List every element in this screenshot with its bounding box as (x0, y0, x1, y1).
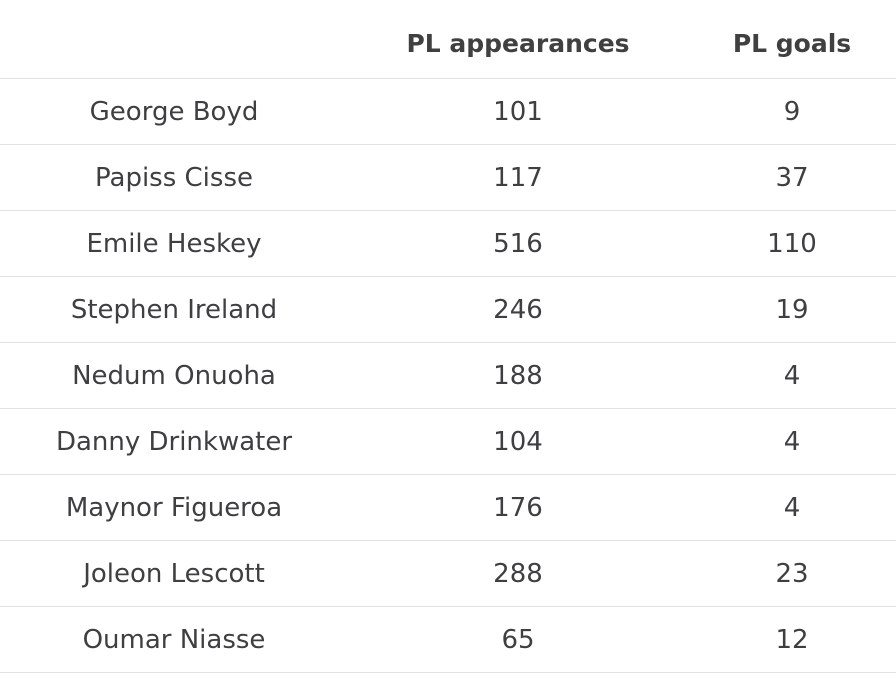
player-name-cell: Danny Drinkwater (55, 426, 293, 457)
header-pl-appearances: PL appearances (406, 28, 630, 58)
header-pl-goals: PL goals (732, 28, 852, 58)
appearances-cell: 101 (493, 96, 543, 127)
appearances-cell: 176 (493, 492, 543, 523)
player-name-cell: Maynor Figueroa (65, 492, 283, 523)
player-name-cell: George Boyd (89, 96, 259, 127)
player-name-cell: Stephen Ireland (70, 294, 278, 325)
goals-cell: 19 (775, 294, 809, 325)
goals-cell: 4 (783, 426, 801, 457)
appearances-cell: 117 (493, 162, 543, 193)
goals-cell: 110 (767, 228, 817, 259)
appearances-cell: 288 (493, 558, 543, 589)
goals-cell: 9 (783, 96, 801, 127)
goals-cell: 37 (775, 162, 809, 193)
goals-cell: 4 (783, 492, 801, 523)
goals-cell: 4 (783, 360, 801, 391)
goals-cell: 12 (775, 624, 809, 655)
table-row: Maynor Figueroa 176 4 (0, 475, 896, 541)
table-row: Joleon Lescott 288 23 (0, 541, 896, 607)
table-row: Oumar Niasse 65 12 (0, 607, 896, 673)
table-row: Papiss Cisse 117 37 (0, 145, 896, 211)
table-row: Emile Heskey 516 110 (0, 211, 896, 277)
player-name-cell: Nedum Onuoha (72, 360, 276, 391)
table-row: Nedum Onuoha 188 4 (0, 343, 896, 409)
table-header-row: PL appearances PL goals (0, 0, 896, 79)
player-name-cell: Oumar Niasse (82, 624, 266, 655)
appearances-cell: 516 (493, 228, 543, 259)
table-row: George Boyd 101 9 (0, 79, 896, 145)
player-name-cell: Papiss Cisse (95, 162, 253, 193)
appearances-cell: 246 (493, 294, 543, 325)
player-name-cell: Emile Heskey (86, 228, 262, 259)
appearances-cell: 188 (493, 360, 543, 391)
goals-cell: 23 (775, 558, 809, 589)
appearances-cell: 104 (493, 426, 543, 457)
player-name-cell: Joleon Lescott (83, 558, 265, 589)
appearances-cell: 65 (501, 624, 535, 655)
table-row: Stephen Ireland 246 19 (0, 277, 896, 343)
table-row: Danny Drinkwater 104 4 (0, 409, 896, 475)
